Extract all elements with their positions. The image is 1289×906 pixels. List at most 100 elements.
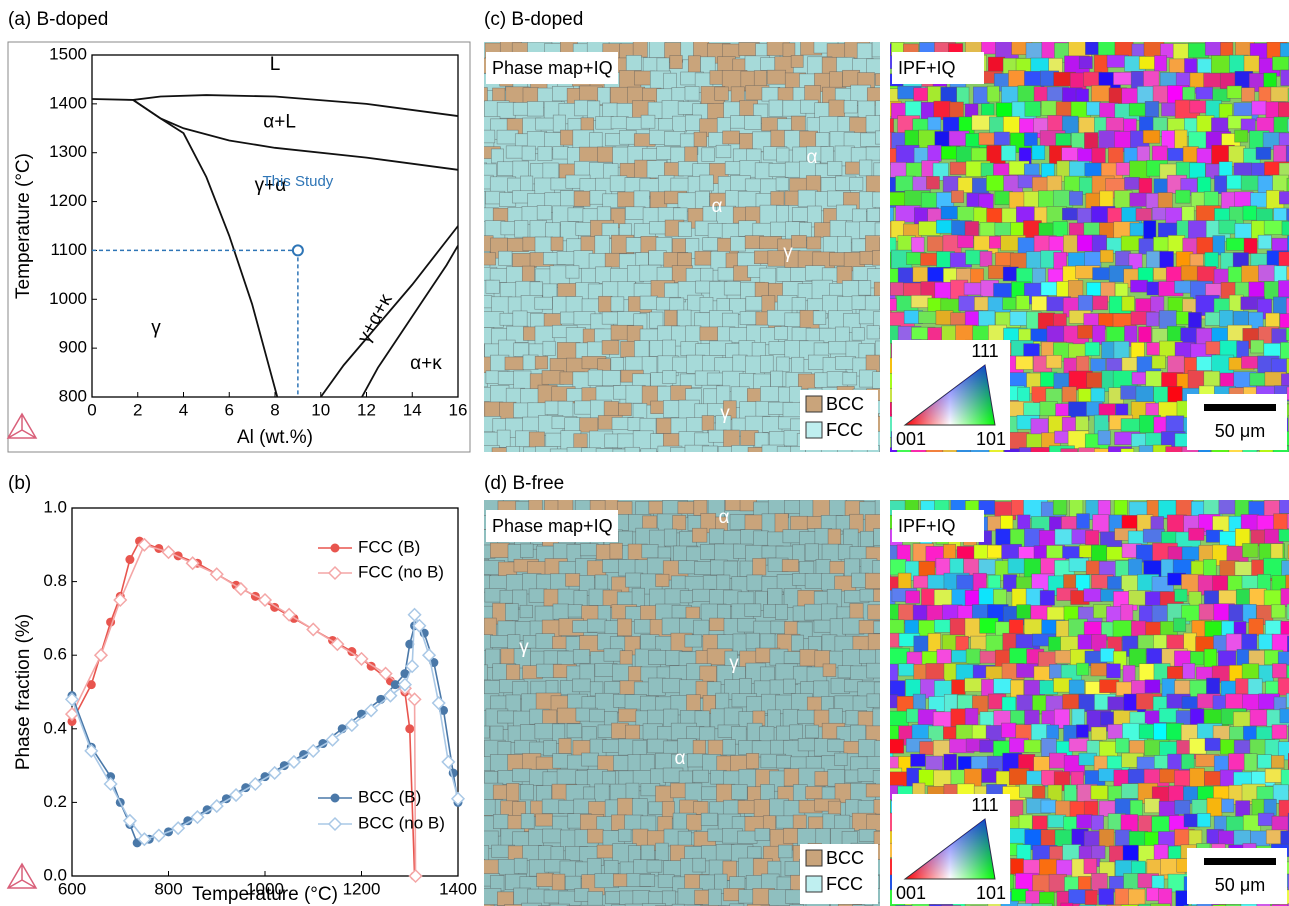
x-tick-label: 4	[179, 400, 188, 419]
legend-swatch	[806, 396, 822, 412]
phase-label: γ	[519, 637, 529, 658]
grain	[513, 311, 527, 327]
chart-title: (b)	[8, 473, 31, 494]
grain	[1136, 208, 1152, 220]
grain	[859, 310, 884, 324]
ipf-key-label: 001	[896, 429, 926, 449]
grain	[1205, 738, 1220, 750]
grain	[813, 311, 826, 325]
grain	[575, 888, 589, 901]
grain	[1087, 463, 1100, 483]
grain	[905, 499, 919, 512]
grain	[1219, 162, 1232, 177]
grain	[1146, 251, 1161, 269]
grain	[535, 297, 553, 309]
map-title: IPF+IQ	[898, 516, 956, 536]
grain	[1069, 680, 1084, 694]
grain	[767, 70, 785, 84]
grain	[1131, 280, 1148, 292]
grain	[1251, 340, 1264, 353]
grain	[1072, 709, 1085, 726]
grain	[620, 460, 636, 476]
grain	[567, 389, 584, 402]
grain	[643, 516, 657, 529]
grain	[1122, 296, 1134, 311]
grain	[478, 296, 492, 308]
grain	[805, 266, 824, 281]
x-tick-label: 10	[311, 400, 330, 419]
grain	[1084, 859, 1097, 874]
marker	[409, 609, 421, 621]
grain	[1174, 618, 1186, 632]
grain	[1279, 191, 1289, 204]
y-axis-label: Temperature (°C)	[13, 153, 34, 299]
grain	[1001, 723, 1016, 737]
chart-title: (a) B-doped	[8, 9, 108, 30]
grain	[656, 574, 669, 586]
grain	[1092, 235, 1106, 252]
grain	[1197, 237, 1215, 254]
figure: (a) B-doped02468101214168009001000110012…	[0, 0, 1289, 906]
grain	[1079, 56, 1092, 68]
grain	[520, 605, 533, 617]
grain	[1049, 446, 1074, 463]
grain	[536, 634, 555, 649]
grain	[777, 447, 791, 460]
grain	[1218, 651, 1236, 666]
grain	[1204, 371, 1220, 388]
grain	[1214, 176, 1226, 194]
series-line	[72, 626, 458, 843]
grain	[664, 529, 676, 546]
grain	[1213, 236, 1225, 255]
grain	[648, 650, 666, 664]
grain	[1091, 786, 1108, 800]
grain	[898, 573, 911, 590]
grain	[842, 70, 859, 86]
grain	[860, 531, 873, 547]
grain	[890, 559, 906, 575]
grain	[671, 447, 687, 466]
grain	[1235, 130, 1248, 142]
grain	[1077, 815, 1093, 829]
grain	[1243, 726, 1256, 740]
grain	[882, 448, 898, 466]
grain	[738, 618, 756, 632]
grain	[761, 355, 774, 372]
y-tick-label: 1300	[49, 142, 87, 161]
grain	[673, 208, 687, 221]
grain	[1099, 889, 1114, 905]
grain	[662, 801, 674, 818]
grain	[666, 463, 688, 483]
grain	[1076, 416, 1089, 430]
grain	[1107, 664, 1121, 678]
grain	[537, 873, 554, 886]
grain	[673, 515, 686, 529]
grain	[718, 268, 734, 280]
grain	[626, 573, 643, 587]
grain	[633, 740, 647, 755]
grain	[1018, 387, 1030, 402]
grain	[620, 130, 637, 144]
grain	[1244, 754, 1257, 771]
grain	[1024, 619, 1043, 636]
grain	[867, 814, 882, 830]
grain	[1272, 57, 1289, 70]
grain	[670, 55, 682, 68]
grain	[782, 560, 798, 572]
grain	[1025, 710, 1040, 726]
grain	[598, 296, 612, 312]
grain	[604, 401, 618, 416]
grain	[1176, 190, 1190, 203]
grain	[994, 679, 1012, 694]
grain	[1091, 359, 1106, 372]
grain	[1003, 298, 1016, 310]
grain	[648, 462, 663, 481]
grain	[994, 132, 1009, 145]
grain	[733, 355, 747, 371]
grain	[1235, 562, 1254, 576]
grain	[717, 604, 730, 619]
grain	[688, 56, 700, 73]
grain	[543, 341, 555, 355]
grain	[701, 813, 717, 825]
grain	[1085, 890, 1097, 904]
